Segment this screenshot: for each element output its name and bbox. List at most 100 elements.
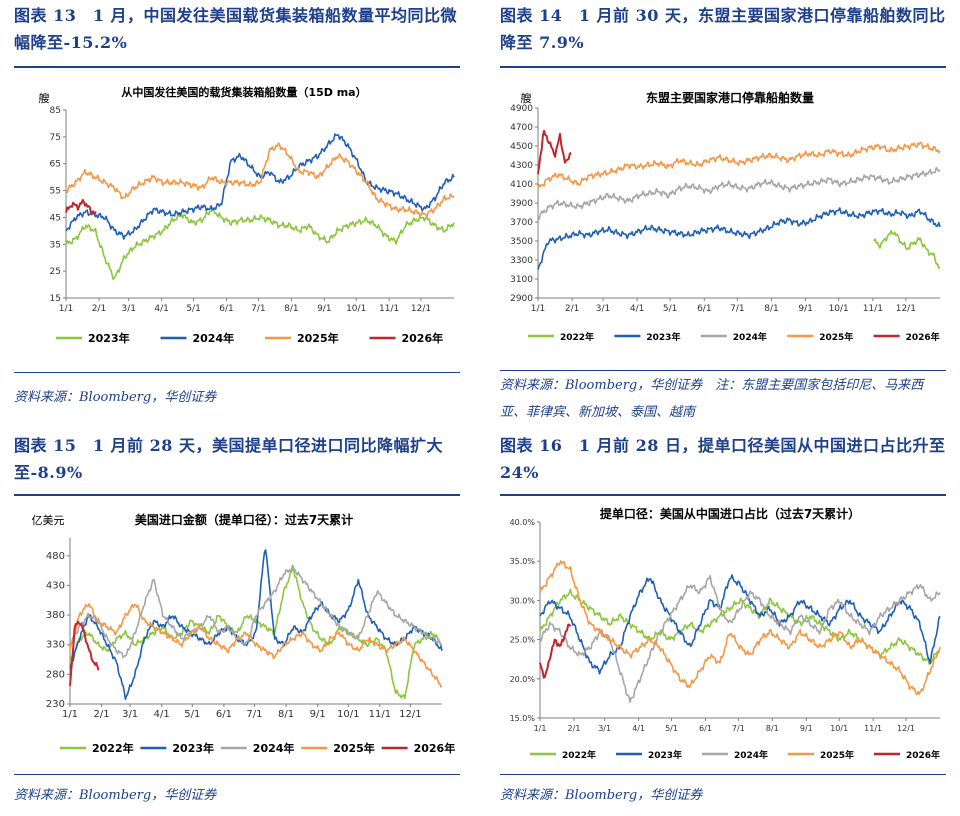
fig15-title: 图表 15 1 月前 28 天，美国提单口径进口同比降幅扩大至-8.9% [14, 436, 443, 482]
x-tick-label: 10/1 [829, 304, 849, 314]
x-tick-label: 1/1 [59, 304, 73, 314]
x-tick-label: 10/1 [337, 709, 359, 720]
x-tick-label: 2/1 [568, 724, 581, 733]
fig14-source: 资料来源：Bloomberg，华创证券 注：东盟主要国家包括印尼、马来西亚、菲律… [500, 378, 924, 420]
x-tick-label: 9/1 [798, 304, 812, 314]
x-tick-label: 11/1 [379, 304, 399, 314]
panel-fig16: 图表 16 1 月前 28 日，提单口径美国从中国进口占比升至 24% 提单口径… [500, 430, 946, 816]
x-tick-label: 6/1 [216, 709, 232, 720]
legend-label: 2022年 [560, 331, 594, 343]
legend-label: 2025年 [333, 741, 375, 755]
legend-label: 2026年 [906, 331, 940, 343]
x-tick-label: 3/1 [122, 709, 138, 720]
x-tick-label: 5/1 [184, 709, 200, 720]
x-tick-label: 3/1 [596, 304, 610, 314]
x-tick-label: 2/1 [565, 304, 579, 314]
y-tick-label: 45 [50, 213, 61, 223]
y-tick-label: 230 [46, 699, 65, 710]
y-axis-label: 艘 [39, 91, 50, 105]
y-tick-label: 25.0% [510, 636, 536, 645]
series-line-2024年 [69, 564, 443, 659]
legend-label: 2026年 [414, 741, 456, 755]
y-tick-label: 65 [50, 160, 61, 170]
legend-label: 2024年 [733, 331, 767, 343]
fig14-title-rule [500, 66, 946, 68]
x-tick-label: 12/1 [411, 304, 431, 314]
x-tick-label: 3/1 [121, 304, 135, 314]
series-line-2023年 [69, 549, 443, 700]
fig16-chart: 提单口径：美国从中国进口占比（过去7天累计） 15.0% 20.0% 25.0% 30.… [510, 506, 941, 761]
fig15-source: 资料来源：Bloomberg，华创证券 [14, 788, 217, 803]
x-tick-label: 7/1 [251, 304, 265, 314]
legend-label: 2025年 [820, 749, 854, 761]
fig16-source-rule [500, 774, 946, 775]
series-line-2026年 [69, 620, 100, 686]
x-tick-label: 8/1 [284, 304, 298, 314]
x-tick-label: 4/1 [632, 724, 645, 733]
chart-title: 从中国发往美国的载货集装箱船数量（15D ma） [121, 85, 366, 99]
chart-title: 提单口径：美国从中国进口占比（过去7天累计） [600, 506, 860, 521]
panel-fig13: 图表 13 1 月，中国发往美国载货集装箱船数量平均同比微幅降至-15.2% 从… [14, 0, 460, 410]
x-tick-label: 8/1 [278, 709, 294, 720]
y-tick-label: 3100 [510, 275, 533, 285]
legend-label: 2023年 [88, 331, 130, 345]
legend-label: 2024年 [193, 331, 235, 345]
series-line-2023年 [537, 207, 941, 270]
y-tick-label: 40.0% [510, 518, 536, 527]
chart-title: 东盟主要国家港口停靠船舶数量 [646, 90, 814, 105]
fig13-source-rule [14, 372, 460, 373]
series-line-2025年 [69, 603, 443, 688]
x-tick-label: 1/1 [62, 709, 78, 720]
x-tick-label: 11/1 [369, 709, 391, 720]
x-tick-label: 5/1 [665, 724, 678, 733]
legend-label: 2022年 [92, 741, 134, 755]
x-tick-label: 1/1 [534, 724, 547, 733]
y-tick-label: 2900 [510, 294, 533, 304]
series-line-2025年 [537, 141, 941, 190]
y-tick-label: 55 [50, 187, 61, 197]
y-tick-label: 30.0% [510, 596, 536, 605]
y-tick-label: 4100 [510, 180, 533, 190]
y-axis-label: 艘 [521, 91, 532, 105]
y-tick-label: 4700 [510, 123, 533, 133]
y-tick-label: 4500 [510, 142, 533, 152]
x-tick-label: 11/1 [864, 724, 882, 733]
y-tick-label: 3900 [510, 199, 533, 209]
legend-label: 2023年 [646, 331, 680, 343]
series-line-2024年 [539, 575, 941, 703]
y-tick-label: 25 [50, 267, 61, 277]
series-line-2022年 [539, 588, 941, 665]
x-tick-label: 7/1 [732, 724, 745, 733]
series-line-2026年 [65, 198, 97, 216]
y-tick-label: 35.0% [510, 557, 536, 566]
fig14-source-rule [500, 370, 946, 371]
y-tick-label: 3500 [510, 237, 533, 247]
x-tick-label: 7/1 [730, 304, 744, 314]
x-tick-label: 8/1 [766, 724, 779, 733]
y-tick-label: 480 [46, 551, 65, 562]
series-line-2026年 [539, 623, 572, 679]
y-tick-label: 430 [46, 580, 65, 591]
fig13-title: 图表 13 1 月，中国发往美国载货集装箱船数量平均同比微幅降至-15.2% [14, 6, 458, 52]
y-tick-label: 380 [46, 610, 65, 621]
y-axis-label: 亿美元 [32, 514, 65, 527]
x-tick-label: 7/1 [246, 709, 262, 720]
series-line-2022年 [69, 567, 443, 700]
x-tick-label: 3/1 [598, 724, 611, 733]
x-tick-label: 9/1 [800, 724, 813, 733]
panel-fig15: 图表 15 1 月前 28 天，美国提单口径进口同比降幅扩大至-8.9% 美国进… [14, 430, 460, 816]
x-tick-label: 2/1 [94, 709, 110, 720]
x-tick-label: 4/1 [630, 304, 644, 314]
x-tick-label: 5/1 [663, 304, 677, 314]
fig15-chart: 美国进口金额（提单口径）：过去7天累计 亿美元 230 280 330 380 430 480… [32, 512, 456, 755]
y-tick-label: 4900 [510, 104, 533, 114]
series-line-2025年 [539, 560, 941, 696]
x-tick-label: 10/1 [346, 304, 366, 314]
y-tick-label: 20.0% [510, 675, 536, 684]
legend-label: 2026年 [906, 749, 940, 761]
x-tick-label: 4/1 [154, 709, 170, 720]
y-tick-label: 330 [46, 640, 65, 651]
fig13-source: 资料来源：Bloomberg，华创证券 [14, 390, 217, 405]
series-line-2023年 [65, 207, 455, 281]
x-tick-label: 6/1 [219, 304, 233, 314]
